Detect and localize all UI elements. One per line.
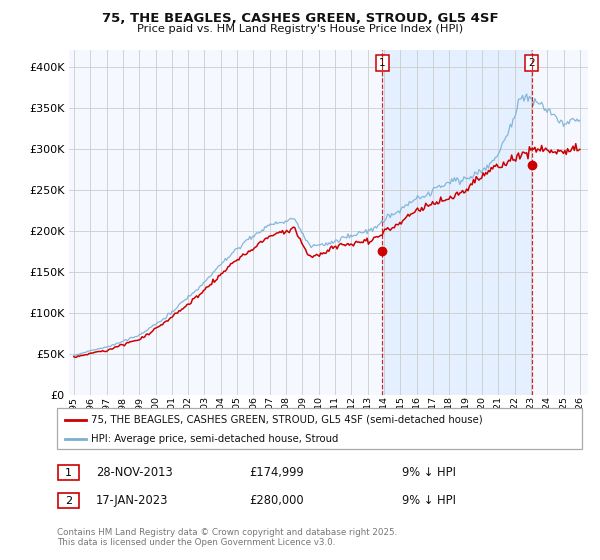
Text: 75, THE BEAGLES, CASHES GREEN, STROUD, GL5 4SF (semi-detached house): 75, THE BEAGLES, CASHES GREEN, STROUD, G… (91, 415, 483, 424)
Text: 9% ↓ HPI: 9% ↓ HPI (402, 465, 456, 479)
Text: 28-NOV-2013: 28-NOV-2013 (96, 465, 173, 479)
Text: £174,999: £174,999 (249, 465, 304, 479)
Text: HPI: Average price, semi-detached house, Stroud: HPI: Average price, semi-detached house,… (91, 434, 338, 444)
Bar (382, 50, 532, 395)
Text: 17-JAN-2023: 17-JAN-2023 (96, 493, 169, 507)
Text: 9% ↓ HPI: 9% ↓ HPI (402, 493, 456, 507)
FancyBboxPatch shape (58, 493, 79, 508)
Text: 2: 2 (65, 496, 72, 506)
FancyBboxPatch shape (57, 408, 582, 449)
FancyBboxPatch shape (58, 465, 79, 480)
Text: 1: 1 (379, 58, 386, 68)
Text: 75, THE BEAGLES, CASHES GREEN, STROUD, GL5 4SF: 75, THE BEAGLES, CASHES GREEN, STROUD, G… (101, 12, 499, 25)
Text: 1: 1 (65, 468, 72, 478)
Text: 2: 2 (529, 58, 535, 68)
Text: £280,000: £280,000 (249, 493, 304, 507)
Text: Price paid vs. HM Land Registry's House Price Index (HPI): Price paid vs. HM Land Registry's House … (137, 24, 463, 34)
Text: Contains HM Land Registry data © Crown copyright and database right 2025.
This d: Contains HM Land Registry data © Crown c… (57, 528, 397, 547)
